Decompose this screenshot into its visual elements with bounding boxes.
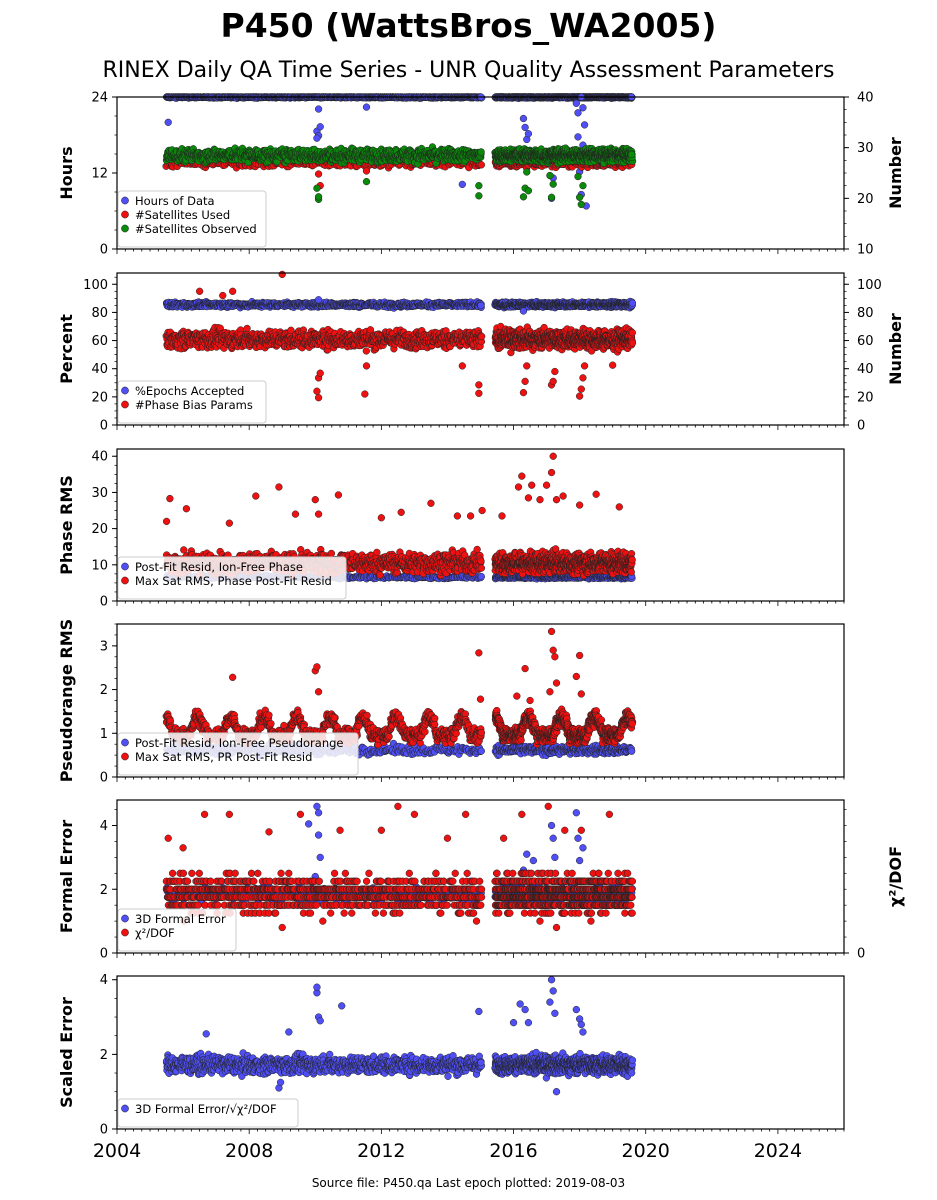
legend-label: #Satellites Observed (135, 222, 257, 236)
data-point (313, 184, 321, 192)
series-percent-0 (162, 296, 637, 315)
data-point (362, 177, 371, 186)
data-point (521, 123, 529, 132)
figure-title: P450 (WattsBros_WA2005) (0, 6, 937, 45)
data-point (313, 134, 321, 142)
legend-label: #Satellites Used (135, 208, 230, 222)
data-point (314, 170, 323, 178)
data-point (628, 150, 636, 159)
data-point (314, 105, 323, 113)
data-point (547, 193, 556, 201)
data-point (524, 130, 533, 138)
y-right-tick-label: 30 (857, 141, 874, 156)
legend-marker (121, 224, 129, 233)
figure-subtitle: RINEX Daily QA Time Series - UNR Quality… (0, 58, 937, 83)
data-point (458, 180, 466, 189)
data-point (574, 133, 582, 141)
data-point (475, 182, 483, 190)
legend-label: Hours of Data (135, 194, 215, 208)
y-tick-label: 24 (91, 91, 108, 106)
data-point (519, 114, 528, 123)
data-point (577, 200, 585, 209)
data-point (574, 109, 582, 117)
data-point (580, 121, 589, 129)
data-point (575, 193, 584, 201)
y-right-tick-label: 20 (857, 192, 874, 207)
data-point (579, 182, 587, 190)
data-point (314, 193, 323, 201)
data-point (523, 168, 531, 176)
y-right-tick-label: 40 (857, 91, 874, 106)
data-point (524, 187, 533, 195)
y-right-axis-label: Number (886, 137, 905, 209)
legend: Hours of Data#Satellites Used#Satellites… (117, 190, 267, 248)
data-point (574, 172, 582, 181)
data-point (475, 192, 483, 200)
data-point (519, 193, 528, 201)
y-tick-label: 12 (91, 167, 108, 182)
data-point (362, 103, 371, 111)
data-point (549, 180, 557, 188)
data-point (477, 161, 486, 169)
y-axis-label: Hours (57, 146, 76, 199)
data-point (362, 167, 371, 175)
data-point (572, 99, 580, 107)
legend-marker (121, 196, 129, 205)
data-point (316, 123, 324, 131)
data-point (477, 148, 485, 156)
y-tick-label: 0 (100, 243, 108, 258)
data-point (579, 104, 587, 112)
data-point (164, 118, 172, 126)
legend-marker (121, 210, 129, 219)
y-right-tick-label: 10 (857, 243, 874, 258)
data-point (546, 171, 554, 180)
